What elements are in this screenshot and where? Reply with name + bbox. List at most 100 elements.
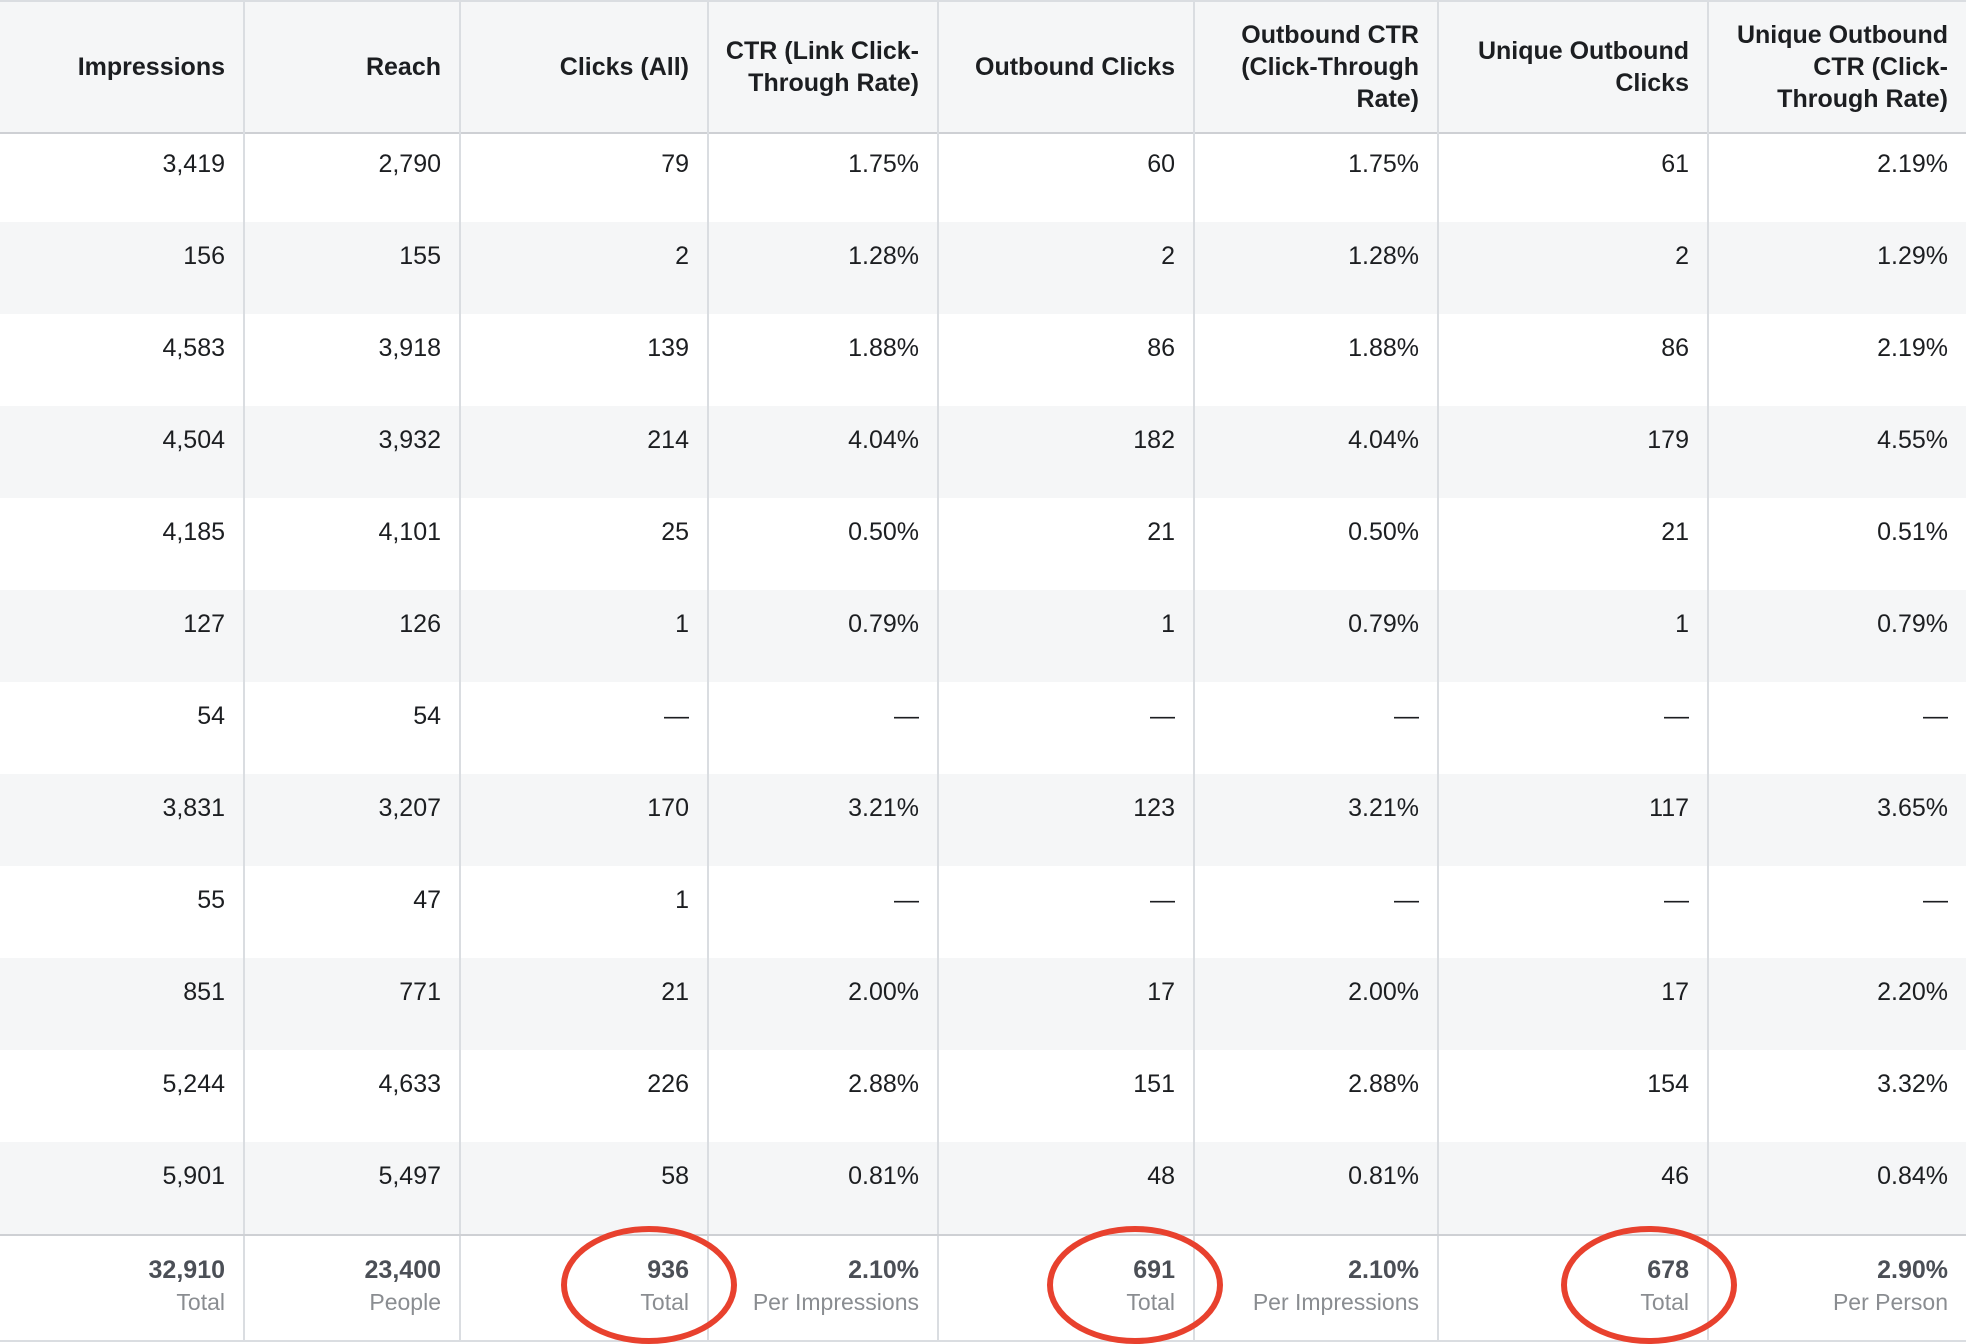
- cell-unique-outbound-ctr: 1.29%: [1877, 242, 1948, 270]
- total-label: Total: [1126, 1289, 1175, 1315]
- cell-unique-outbound-clicks: 17: [1439, 958, 1709, 1050]
- table-row[interactable]: 4,504 3,932 214 4.04% 182 4.04% 179 4.55%: [0, 406, 1966, 498]
- column-header-label: Unique Outbound: [1736, 21, 1948, 49]
- column-header-label: CTR (Click-: [1813, 53, 1948, 81]
- cell-reach: 47: [245, 866, 461, 958]
- cell-clicks-all: 226: [461, 1050, 709, 1142]
- cell-reach: 3,207: [245, 774, 461, 866]
- total-value: 2.10%: [1348, 1256, 1419, 1284]
- table-totals-row: 32,910 Total 23,400 People 936 Total 2.10% Per …: [0, 1234, 1966, 1342]
- column-header-label: Through Rate): [1777, 85, 1948, 113]
- cell-outbound-clicks: 21: [939, 498, 1195, 590]
- column-header-reach[interactable]: Reach: [245, 2, 461, 132]
- total-reach: 23,400 People: [245, 1236, 461, 1340]
- cell-clicks-all: —: [461, 682, 709, 774]
- cell-reach: 155: [245, 222, 461, 314]
- cell-ctr-link: 1.28%: [709, 222, 939, 314]
- total-value: 2.10%: [848, 1256, 919, 1284]
- table-row[interactable]: 4,583 3,918 139 1.88% 86 1.88% 86 2.19%: [0, 314, 1966, 406]
- cell-ctr-link: 0.81%: [709, 1142, 939, 1234]
- cell-unique-outbound-clicks: 46: [1439, 1142, 1709, 1234]
- table-row[interactable]: 851 771 21 2.00% 17 2.00% 17 2.20%: [0, 958, 1966, 1050]
- cell-unique-outbound-clicks: 117: [1439, 774, 1709, 866]
- column-header-outbound-clicks[interactable]: Outbound Clicks: [939, 2, 1195, 132]
- cell-outbound-clicks: 151: [939, 1050, 1195, 1142]
- column-header-clicks-all[interactable]: Clicks (All): [461, 2, 709, 132]
- cell-impressions: 5,244: [0, 1050, 245, 1142]
- cell-unique-outbound-ctr: 2.20%: [1877, 978, 1948, 1006]
- cell-outbound-clicks: —: [939, 682, 1195, 774]
- table-row[interactable]: 3,419 2,790 79 1.75% 60 1.75% 61 2.19%: [0, 130, 1966, 222]
- cell-reach: 2,790: [245, 130, 461, 222]
- total-unique-outbound-ctr: 2.90% Per Person: [1709, 1236, 1966, 1340]
- cell-outbound-ctr: —: [1195, 682, 1439, 774]
- cell-impressions: 3,831: [0, 774, 245, 866]
- cell-unique-outbound-ctr: —: [1923, 886, 1948, 914]
- cell-unique-outbound-clicks: 21: [1439, 498, 1709, 590]
- column-header-outbound-ctr[interactable]: Outbound CTR (Click-Through Rate): [1195, 2, 1439, 132]
- cell-unique-outbound-ctr: 2.19%: [1877, 150, 1948, 178]
- total-label: Total: [176, 1289, 225, 1315]
- column-header-unique-outbound-ctr[interactable]: Unique Outbound CTR (Click- Through Rate): [1709, 2, 1966, 132]
- cell-outbound-ctr: 1.75%: [1195, 130, 1439, 222]
- cell-unique-outbound-ctr: 3.32%: [1877, 1070, 1948, 1098]
- cell-impressions: 4,185: [0, 498, 245, 590]
- cell-outbound-ctr: 0.81%: [1195, 1142, 1439, 1234]
- cell-reach: 4,633: [245, 1050, 461, 1142]
- table-row[interactable]: 3,831 3,207 170 3.21% 123 3.21% 117 3.65%: [0, 774, 1966, 866]
- column-header-label: (Click-Through: [1241, 53, 1419, 81]
- cell-unique-outbound-clicks: —: [1439, 866, 1709, 958]
- cell-unique-outbound-ctr: 0.84%: [1877, 1162, 1948, 1190]
- table-header-row: Impressions Reach Clicks (All) CTR (Link Cl…: [0, 0, 1966, 134]
- cell-clicks-all: 139: [461, 314, 709, 406]
- column-header-label: Reach: [365, 53, 441, 81]
- total-value: 936: [647, 1256, 689, 1284]
- cell-outbound-clicks: 2: [939, 222, 1195, 314]
- column-header-label: Impressions: [77, 53, 225, 81]
- column-header-unique-outbound-clicks[interactable]: Unique Outbound Clicks: [1439, 2, 1709, 132]
- cell-unique-outbound-clicks: 179: [1439, 406, 1709, 498]
- cell-unique-outbound-clicks: 86: [1439, 314, 1709, 406]
- cell-outbound-clicks: —: [939, 866, 1195, 958]
- cell-ctr-link: 0.79%: [709, 590, 939, 682]
- cell-unique-outbound-clicks: 61: [1439, 130, 1709, 222]
- table-row[interactable]: 156 155 2 1.28% 2 1.28% 2 1.29%: [0, 222, 1966, 314]
- column-header-impressions[interactable]: Impressions: [0, 2, 245, 132]
- table-row[interactable]: 5,244 4,633 226 2.88% 151 2.88% 154 3.32%: [0, 1050, 1966, 1142]
- column-header-label: CTR (Link Click-: [725, 37, 919, 65]
- cell-clicks-all: 214: [461, 406, 709, 498]
- cell-clicks-all: 25: [461, 498, 709, 590]
- column-header-label: Through Rate): [748, 69, 919, 97]
- cell-reach: 5,497: [245, 1142, 461, 1234]
- cell-unique-outbound-clicks: —: [1439, 682, 1709, 774]
- cell-reach: 126: [245, 590, 461, 682]
- cell-unique-outbound-ctr: 4.55%: [1877, 426, 1948, 454]
- cell-impressions: 5,901: [0, 1142, 245, 1234]
- cell-impressions: 54: [0, 682, 245, 774]
- column-header-label: Rate): [1356, 85, 1419, 113]
- total-value: 23,400: [364, 1256, 441, 1284]
- table-row[interactable]: 4,185 4,101 25 0.50% 21 0.50% 21 0.51%: [0, 498, 1966, 590]
- cell-reach: 54: [245, 682, 461, 774]
- total-outbound-clicks: 691 Total: [939, 1236, 1195, 1340]
- total-value: 691: [1133, 1256, 1175, 1284]
- cell-unique-outbound-clicks: 2: [1439, 222, 1709, 314]
- cell-clicks-all: 21: [461, 958, 709, 1050]
- table-row[interactable]: 55 47 1— — — — —: [0, 866, 1966, 958]
- table-row[interactable]: 54 54— — — — — —: [0, 682, 1966, 774]
- cell-outbound-clicks: 17: [939, 958, 1195, 1050]
- cell-unique-outbound-ctr: 0.79%: [1877, 610, 1948, 638]
- cell-clicks-all: 58: [461, 1142, 709, 1234]
- table-row[interactable]: 127 126 1 0.79% 1 0.79% 1 0.79%: [0, 590, 1966, 682]
- total-label: Total: [640, 1289, 689, 1315]
- cell-ctr-link: —: [709, 682, 939, 774]
- table-row[interactable]: 5,901 5,497 58 0.81% 48 0.81% 46 0.84%: [0, 1142, 1966, 1234]
- cell-reach: 3,932: [245, 406, 461, 498]
- cell-impressions: 156: [0, 222, 245, 314]
- cell-impressions: 3,419: [0, 130, 245, 222]
- column-header-ctr-link[interactable]: CTR (Link Click- Through Rate): [709, 2, 939, 132]
- total-clicks-all: 936 Total: [461, 1236, 709, 1340]
- cell-unique-outbound-clicks: 154: [1439, 1050, 1709, 1142]
- cell-clicks-all: 79: [461, 130, 709, 222]
- total-impressions: 32,910 Total: [0, 1236, 245, 1340]
